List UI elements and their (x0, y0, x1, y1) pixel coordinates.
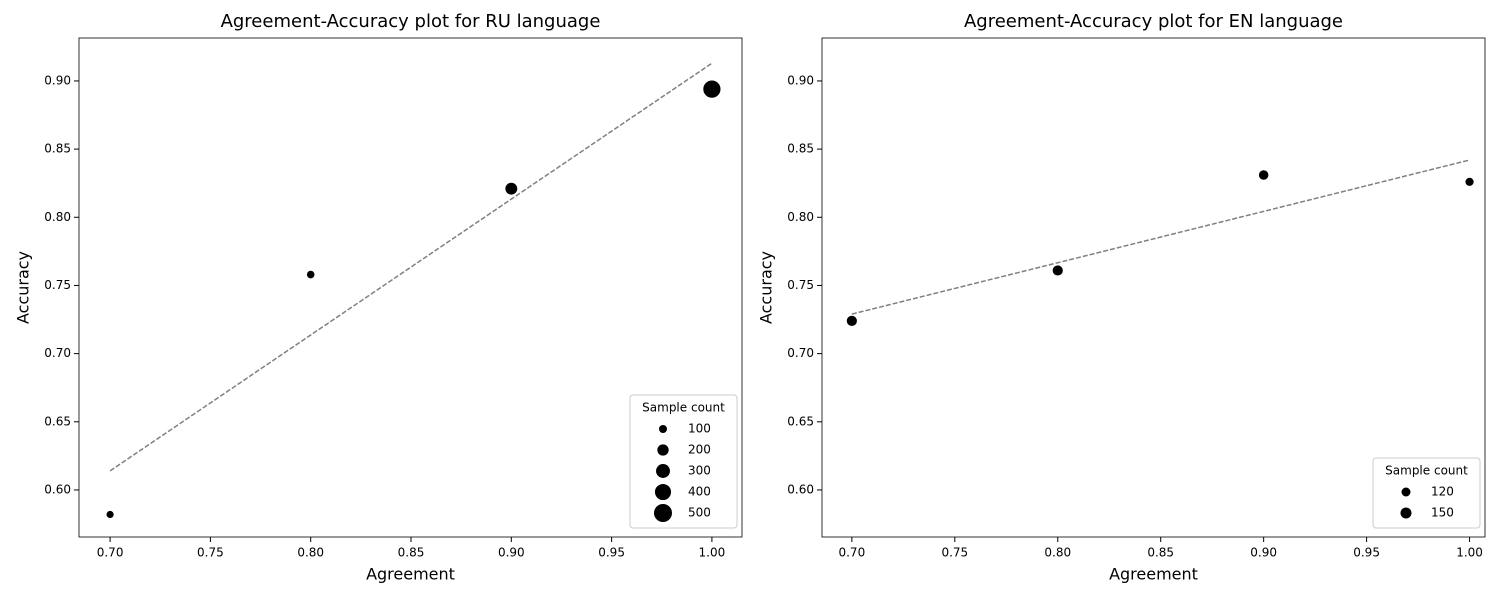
y-tick-label: 0.75 (787, 278, 814, 292)
x-tick-label: 0.70 (97, 546, 124, 560)
point (702, 79, 722, 99)
x-axis-label: Agreement (1109, 565, 1198, 584)
y-tick-label: 0.70 (44, 346, 71, 360)
x-tick-label: 0.70 (838, 546, 865, 560)
point (1051, 264, 1064, 277)
legend-marker (1401, 487, 1411, 497)
x-tick-label: 1.00 (1456, 546, 1483, 560)
x-tick-label: 1.00 (699, 546, 726, 560)
x-tick-label: 0.85 (1147, 546, 1174, 560)
x-tick-label: 0.95 (598, 546, 625, 560)
legend-label: 150 (1431, 506, 1454, 520)
trend-line (851, 159, 1470, 315)
point (1258, 169, 1270, 181)
x-tick-label: 0.75 (197, 546, 224, 560)
y-tick-label: 0.80 (44, 210, 71, 224)
legend-marker (657, 444, 669, 456)
chart-title: Agreement-Accuracy plot for RU language (221, 11, 601, 32)
y-tick-label: 0.85 (787, 142, 814, 156)
y-tick-label: 0.80 (787, 210, 814, 224)
point (1464, 176, 1475, 187)
axes-frame (78, 37, 743, 538)
point (105, 510, 115, 519)
legend-label: 500 (688, 506, 711, 520)
point (504, 181, 519, 196)
legend-marker (654, 504, 672, 522)
y-axis-label: Accuracy (757, 251, 776, 324)
y-tick-label: 0.70 (787, 346, 814, 360)
legend-marker (654, 483, 672, 501)
legend-title: Sample count (642, 401, 725, 415)
legend-box (629, 394, 738, 529)
legend-label: 200 (688, 443, 711, 457)
y-tick-label: 0.85 (44, 142, 71, 156)
legend-label: 120 (1431, 485, 1454, 499)
x-axis-label: Agreement (366, 565, 455, 584)
chart-title: Agreement-Accuracy plot for EN language (964, 11, 1343, 32)
axes-frame (821, 37, 1486, 538)
point (306, 269, 316, 280)
x-tick-label: 0.90 (498, 546, 525, 560)
legend-marker (659, 425, 667, 433)
legend-label: 100 (688, 422, 711, 436)
y-tick-label: 0.90 (787, 73, 814, 87)
x-tick-label: 0.75 (941, 546, 968, 560)
x-tick-label: 0.95 (1353, 546, 1380, 560)
legend-label: 300 (688, 464, 711, 478)
y-tick-label: 0.65 (787, 414, 814, 428)
x-tick-label: 0.80 (297, 546, 324, 560)
y-tick-label: 0.65 (44, 414, 71, 428)
point (845, 315, 858, 327)
x-tick-label: 0.85 (398, 546, 425, 560)
legend-label: 400 (688, 485, 711, 499)
x-tick-label: 0.80 (1044, 546, 1071, 560)
trend-line (109, 62, 713, 472)
legend-marker (656, 464, 670, 478)
y-tick-label: 0.90 (44, 73, 71, 87)
legend-title: Sample count (1385, 464, 1468, 478)
x-tick-label: 0.90 (1250, 546, 1277, 560)
y-axis-label: Accuracy (14, 251, 33, 324)
legend-box (1372, 457, 1481, 529)
y-tick-label: 0.60 (44, 482, 71, 496)
y-tick-label: 0.75 (44, 278, 71, 292)
legend-marker (1400, 507, 1412, 519)
y-tick-label: 0.60 (787, 482, 814, 496)
